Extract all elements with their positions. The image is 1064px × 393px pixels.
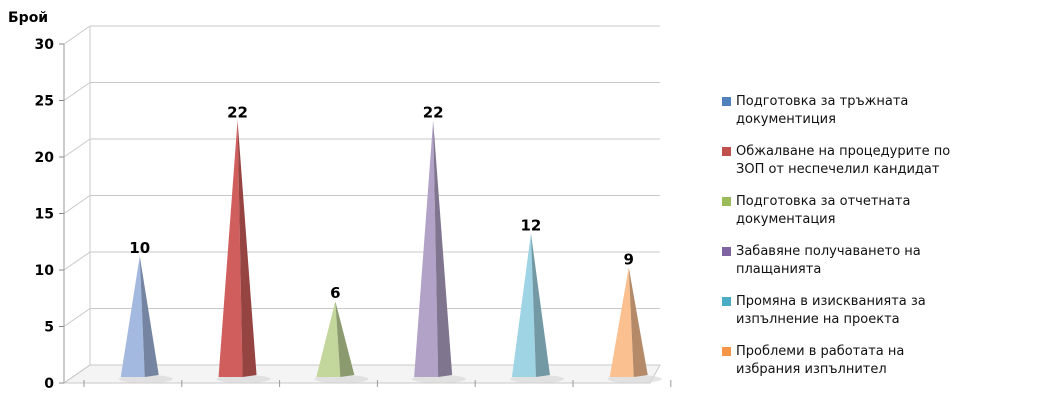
data-label: 22 [423, 103, 444, 121]
pyramid-bar-chart: 0 5 10 15 20 25 30 10 22 6 22 12 9 Брой [8, 10, 672, 392]
bar-front-face [316, 301, 341, 377]
pyramid-bars [118, 120, 662, 383]
bar-front-face [609, 267, 634, 377]
gridline-depth [63, 364, 91, 384]
data-label: 9 [624, 250, 634, 268]
pyramid-bar [118, 256, 173, 383]
gridline-depth [63, 138, 91, 158]
data-label: 6 [330, 284, 340, 302]
pyramid-bar [607, 267, 662, 383]
bar-side-face [237, 120, 257, 378]
bar-front-face [511, 233, 536, 377]
y-tick-label: 5 [44, 320, 54, 336]
legend: Подготовка за тръжната документиция Обжалв… [722, 93, 1062, 393]
bar-front-face [218, 120, 243, 378]
bar-front-face [414, 120, 439, 378]
gridline-depth [63, 251, 91, 271]
pyramid-bar [314, 301, 369, 383]
legend-label: Подготовка за отчетната документация [736, 194, 911, 227]
legend-entry: Подготовка за отчетната документация [722, 193, 1062, 229]
legend-entry: Проблеми в работата на избрания изпълните… [722, 343, 1062, 379]
legend-entry: Промяна в изискванията за изпълнение на п… [722, 293, 1062, 329]
legend-label: Проблеми в работата на избрания изпълните… [736, 344, 905, 377]
bar-side-face [139, 256, 159, 377]
bar-side-face [335, 301, 355, 377]
legend-label: Забавяне получаването на плащанията [736, 244, 921, 277]
pyramid-bar [216, 120, 271, 383]
pyramid-bar [412, 120, 467, 383]
data-labels: 10 22 6 22 12 9 [129, 103, 634, 302]
legend-swatch [722, 297, 731, 306]
y-tick-label: 10 [35, 263, 55, 279]
data-label: 12 [521, 216, 542, 234]
y-tick-label: 20 [35, 150, 55, 166]
y-tick-label: 0 [44, 376, 54, 392]
gridline-depth [63, 195, 91, 214]
gridline-depth [63, 25, 91, 45]
legend-swatch [722, 97, 731, 106]
legend-entry: Подготовка за тръжната документиция [722, 93, 1062, 129]
data-label: 22 [227, 103, 248, 121]
gridline-depth [63, 82, 91, 101]
wall-grid [62, 25, 661, 384]
data-label: 10 [129, 239, 150, 257]
legend-entry: Забавяне получаването на плащанията [722, 243, 1062, 279]
y-tick-label: 30 [35, 37, 55, 53]
legend-label: Промяна в изискванията за изпълнение на п… [736, 294, 926, 327]
y-tick-label: 15 [35, 207, 54, 223]
legend-entry: Обжалване на процедурите по ЗОП от неспеч… [722, 143, 1062, 179]
gridline-depth [63, 308, 91, 327]
legend-label: Подготовка за тръжната документиция [736, 94, 909, 127]
bar-side-face [433, 120, 453, 378]
legend-label: Обжалване на процедурите по ЗОП от неспеч… [736, 144, 951, 177]
bar-side-face [530, 233, 550, 377]
bar-side-face [628, 267, 648, 377]
legend-swatch [722, 197, 731, 206]
y-tick-label: 25 [35, 94, 54, 110]
y-axis-title: Брой [8, 10, 48, 26]
legend-swatch [722, 347, 731, 356]
bar-front-face [120, 256, 145, 377]
pyramid-bar [509, 233, 564, 383]
y-axis: 0 5 10 15 20 25 30 [35, 26, 672, 392]
legend-swatch [722, 147, 731, 156]
legend-swatch [722, 247, 731, 256]
